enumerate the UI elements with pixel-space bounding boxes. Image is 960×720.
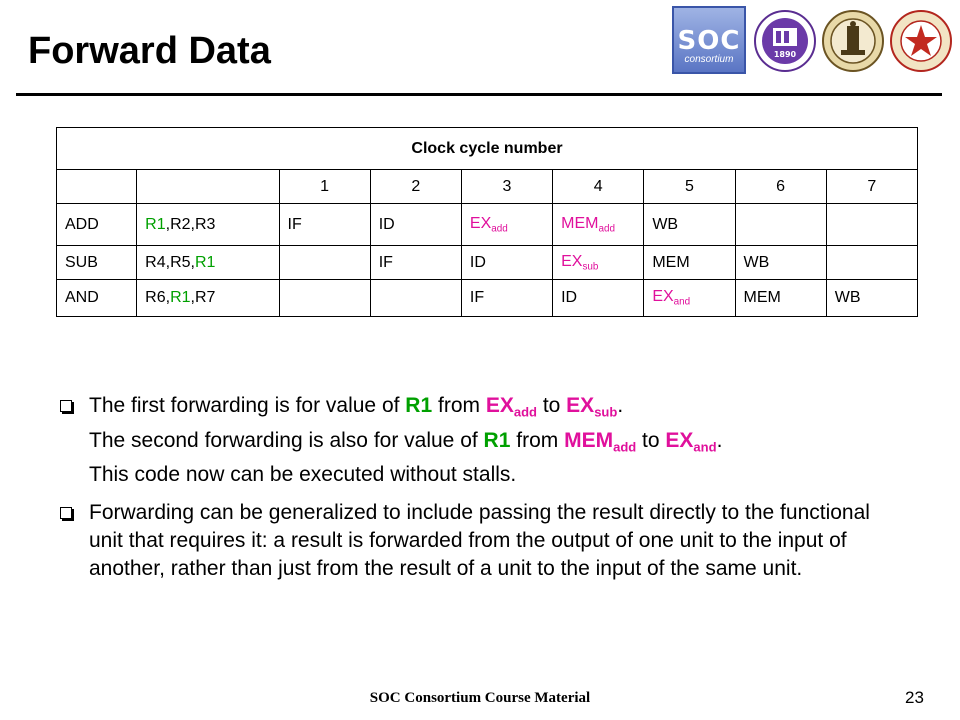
bullet-text: Forwarding can be generalized to include… xyxy=(89,501,870,581)
stage-cell: WB xyxy=(825,279,919,317)
table-cell xyxy=(55,169,138,204)
university-seal-red-icon xyxy=(890,10,952,72)
stage-ref: EXadd xyxy=(485,394,537,420)
stage-subscript: sub xyxy=(594,404,618,420)
stage-cell: MEM xyxy=(734,279,827,317)
stage-subscript: add xyxy=(491,223,508,235)
stage-ref: MEMadd xyxy=(564,428,637,455)
stage-label: EX xyxy=(665,428,694,452)
table-row: AND R6,R1,R7 IF ID EXand MEM WB xyxy=(55,279,919,317)
stage-cell: IF xyxy=(460,279,554,317)
stage-subscript: and xyxy=(673,296,691,308)
bullet-text: This code now can be executed without st… xyxy=(89,463,517,487)
stage-subscript: and xyxy=(693,439,717,455)
table-row: SUB R4,R5,R1 IF ID EXsub MEM WB xyxy=(55,245,919,280)
stage-cell xyxy=(369,279,462,317)
cycle-number: 1 xyxy=(278,169,371,204)
slide-title: Forward Data xyxy=(28,30,271,72)
register-r1: R1 xyxy=(170,289,191,306)
bullet-text: The second forwarding is also for value … xyxy=(89,428,484,452)
operand-text: ,R2,R3 xyxy=(165,215,216,233)
checkbox-bullet-icon xyxy=(60,400,72,412)
stage-cell: MEM xyxy=(643,245,736,280)
operand-text: R4,R5, xyxy=(145,253,195,271)
instruction-operands: R4,R5,R1 xyxy=(136,245,280,280)
page-number: 23 xyxy=(905,688,924,707)
university-seal-purple-icon: 1890 xyxy=(754,10,816,72)
register-r1: R1 xyxy=(405,394,433,417)
bullet-item: The first forwarding is for value of R1 … xyxy=(60,392,900,489)
stage-cell: WB xyxy=(734,245,827,280)
stage-label: EX xyxy=(469,214,492,232)
instruction-op: AND xyxy=(55,279,138,317)
stage-cell: WB xyxy=(643,203,736,246)
instruction-op: ADD xyxy=(55,203,138,246)
svg-text:1890: 1890 xyxy=(774,50,797,59)
stage-cell: EXsub xyxy=(552,245,645,280)
table-header: Clock cycle number xyxy=(56,127,918,170)
title-divider xyxy=(16,93,942,96)
stage-ref: EXand xyxy=(665,428,717,455)
soc-logo-text: SOC xyxy=(677,26,741,56)
table-row: ADD R1,R2,R3 IF ID EXadd MEMadd WB xyxy=(55,203,919,246)
stage-subscript: add xyxy=(513,404,537,420)
bullet-text: from xyxy=(510,428,565,452)
stage-label: MEM xyxy=(564,428,614,452)
table-row: 1 2 3 4 5 6 7 xyxy=(55,169,919,204)
stage-cell: ID xyxy=(552,279,645,317)
cycle-number: 5 xyxy=(643,169,736,204)
stage-subscript: add xyxy=(598,223,615,235)
stage-cell xyxy=(825,245,919,280)
register-r1: R1 xyxy=(145,215,166,233)
cycle-number: 7 xyxy=(825,169,919,204)
stage-subscript: add xyxy=(613,439,637,455)
bullet-text: to xyxy=(636,428,666,452)
footer-text: SOC Consortium Course Material xyxy=(369,690,591,706)
stage-cell xyxy=(278,245,371,280)
soc-logo-subtext: consortium xyxy=(684,54,734,65)
cycle-number: 6 xyxy=(734,169,827,204)
stage-cell xyxy=(734,203,827,246)
soc-consortium-logo: SOC consortium xyxy=(672,6,746,74)
bullet-text: . xyxy=(617,394,624,417)
operand-text: ,R7 xyxy=(190,289,216,306)
bullet-text: from xyxy=(432,394,486,417)
stage-cell xyxy=(825,203,919,246)
stage-cell: MEMadd xyxy=(552,203,645,246)
stage-cell: EXand xyxy=(643,279,736,317)
stage-cell: EXadd xyxy=(460,203,554,246)
cycle-number: 4 xyxy=(552,169,645,204)
instruction-op: SUB xyxy=(55,245,138,280)
register-r1: R1 xyxy=(483,428,511,452)
stage-label: MEM xyxy=(561,214,599,232)
logo-strip: SOC consortium 1890 xyxy=(672,4,956,76)
bullet-list: The first forwarding is for value of R1 … xyxy=(60,392,900,593)
university-seal-gold-icon xyxy=(822,10,884,72)
stage-label: EX xyxy=(566,394,595,417)
checkbox-bullet-icon xyxy=(60,507,72,520)
cycle-number: 2 xyxy=(369,169,462,204)
stage-ref: EXsub xyxy=(566,394,618,420)
pipeline-table: Clock cycle number 1 2 3 4 5 6 7 ADD R1,… xyxy=(55,127,919,317)
stage-cell: IF xyxy=(278,203,371,246)
stage-label: EX xyxy=(485,394,514,417)
instruction-operands: R6,R1,R7 xyxy=(136,279,280,317)
instruction-operands: R1,R2,R3 xyxy=(136,203,280,246)
stage-label: EX xyxy=(561,252,583,270)
register-r1: R1 xyxy=(194,253,216,271)
stage-cell: IF xyxy=(369,245,462,280)
stage-subscript: sub xyxy=(582,261,599,273)
stage-cell xyxy=(278,279,371,317)
bullet-text: to xyxy=(536,394,567,417)
bullet-item: Forwarding can be generalized to include… xyxy=(60,499,900,583)
stage-label: EX xyxy=(652,288,674,306)
stage-cell: ID xyxy=(369,203,462,246)
table-cell xyxy=(136,169,280,204)
stage-cell: ID xyxy=(460,245,554,280)
operand-text: R6, xyxy=(145,289,171,306)
cycle-number: 3 xyxy=(460,169,554,204)
bullet-text: . xyxy=(716,428,723,452)
bullet-text: The first forwarding is for value of xyxy=(89,394,406,417)
